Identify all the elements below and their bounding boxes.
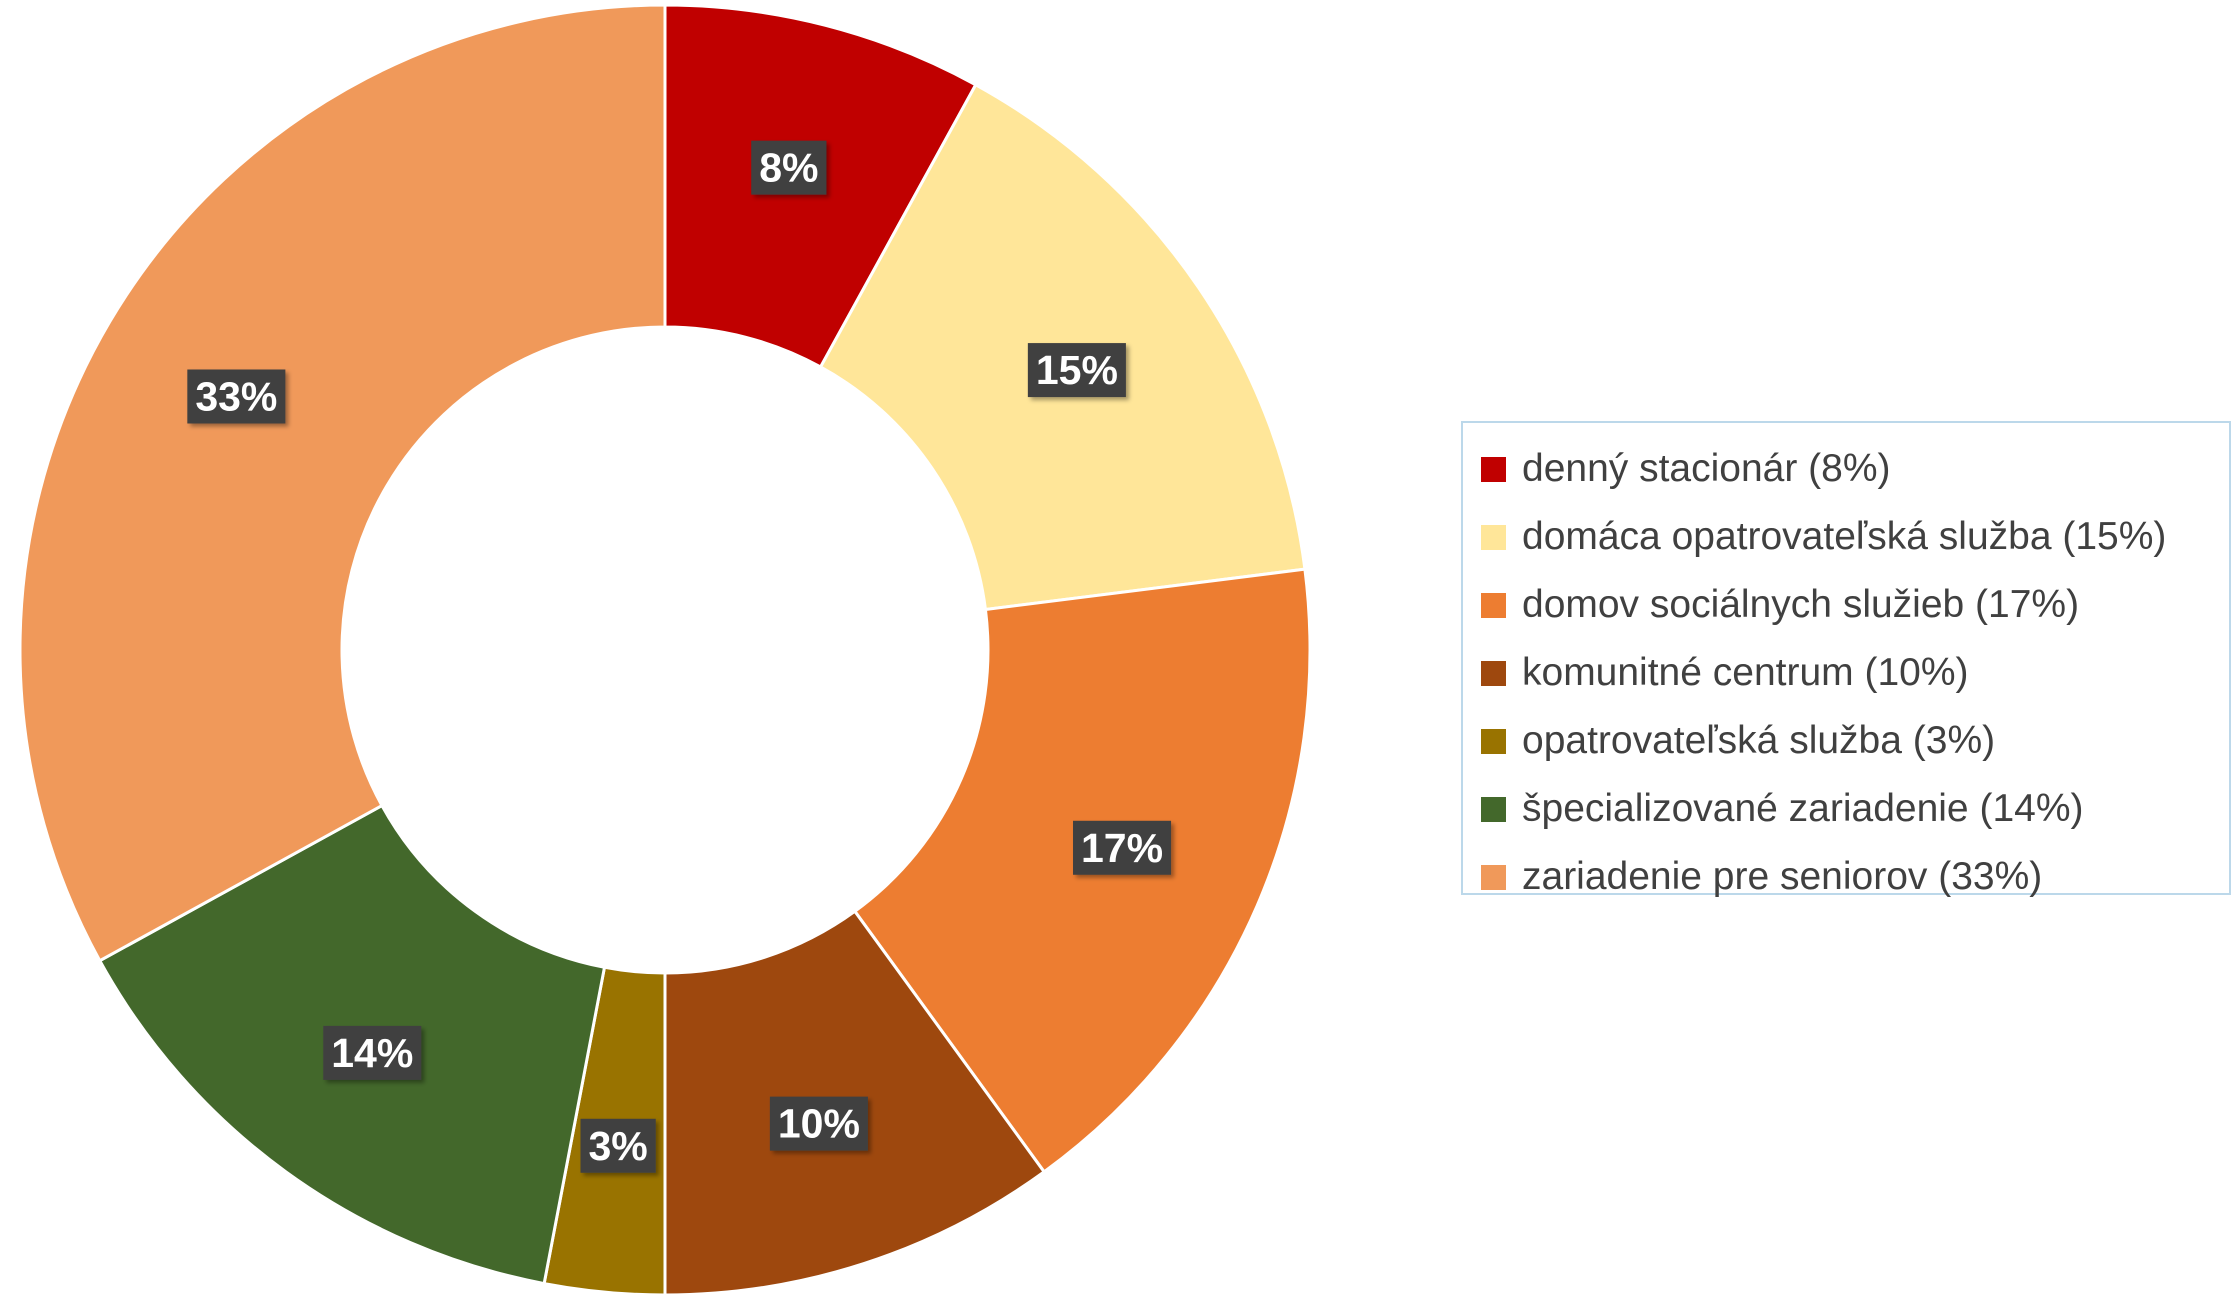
legend-item-6: zariadenie pre seniorov (33%) bbox=[1481, 843, 2229, 911]
legend-label-3: komunitné centrum (10%) bbox=[1522, 651, 1969, 694]
legend-swatch-4 bbox=[1481, 728, 1506, 754]
legend-swatch-0 bbox=[1481, 456, 1506, 482]
data-label-box-1 bbox=[1027, 343, 1126, 398]
data-label-box-5 bbox=[323, 1025, 422, 1080]
legend-label-6: zariadenie pre seniorov (33%) bbox=[1522, 855, 2043, 898]
legend-swatch-2 bbox=[1481, 592, 1506, 618]
data-label-text-3: 10% bbox=[778, 1101, 860, 1147]
legend-label-4: opatrovateľská služba (3%) bbox=[1522, 719, 1996, 762]
legend-item-0: denný stacionár (8%) bbox=[1481, 435, 2229, 503]
legend-swatch-6 bbox=[1481, 864, 1506, 890]
legend-label-1: domáca opatrovateľská služba (15%) bbox=[1522, 515, 2167, 558]
donut-data-labels: 8% 15% 17% 10% 3% 14% 33% bbox=[187, 140, 1172, 1173]
legend-swatch-3 bbox=[1481, 660, 1506, 686]
donut-slice-6 bbox=[18, 3, 667, 963]
data-label-5: 14% bbox=[323, 1025, 422, 1080]
data-label-text-2: 17% bbox=[1081, 825, 1163, 871]
legend-label-0: denný stacionár (8%) bbox=[1522, 447, 1891, 490]
data-label-text-0: 8% bbox=[759, 145, 818, 191]
chart-legend: denný stacionár (8%) domáca opatrovateľsk… bbox=[1461, 421, 2231, 898]
data-label-0: 8% bbox=[751, 140, 827, 195]
legend-label-2: domov sociálnych služieb (17%) bbox=[1522, 583, 2080, 626]
legend-item-3: komunitné centrum (10%) bbox=[1481, 639, 2229, 707]
donut-slices bbox=[18, 3, 1312, 1297]
data-label-box-2 bbox=[1073, 820, 1172, 875]
data-label-box-0 bbox=[751, 140, 827, 195]
data-label-2: 17% bbox=[1073, 820, 1172, 875]
data-label-1: 15% bbox=[1027, 343, 1126, 398]
legend-item-5: špecializované zariadenie (14%) bbox=[1481, 775, 2229, 843]
data-label-4: 3% bbox=[580, 1118, 656, 1173]
data-label-3: 10% bbox=[769, 1096, 868, 1151]
data-label-6: 33% bbox=[187, 369, 286, 424]
legend-item-4: opatrovateľská služba (3%) bbox=[1481, 707, 2229, 775]
data-label-text-4: 3% bbox=[589, 1123, 648, 1169]
data-label-box-3 bbox=[769, 1096, 868, 1151]
legend-label-5: špecializované zariadenie (14%) bbox=[1522, 787, 2084, 830]
legend-swatch-5 bbox=[1481, 796, 1506, 822]
data-label-box-4 bbox=[580, 1118, 656, 1173]
legend-item-1: domáca opatrovateľská služba (15%) bbox=[1481, 503, 2229, 571]
data-label-text-1: 15% bbox=[1036, 347, 1118, 393]
data-label-text-5: 14% bbox=[331, 1030, 413, 1076]
legend-item-2: domov sociálnych služieb (17%) bbox=[1481, 571, 2229, 639]
legend-swatch-1 bbox=[1481, 524, 1506, 550]
data-label-text-6: 33% bbox=[195, 373, 277, 419]
data-label-box-6 bbox=[187, 369, 286, 424]
